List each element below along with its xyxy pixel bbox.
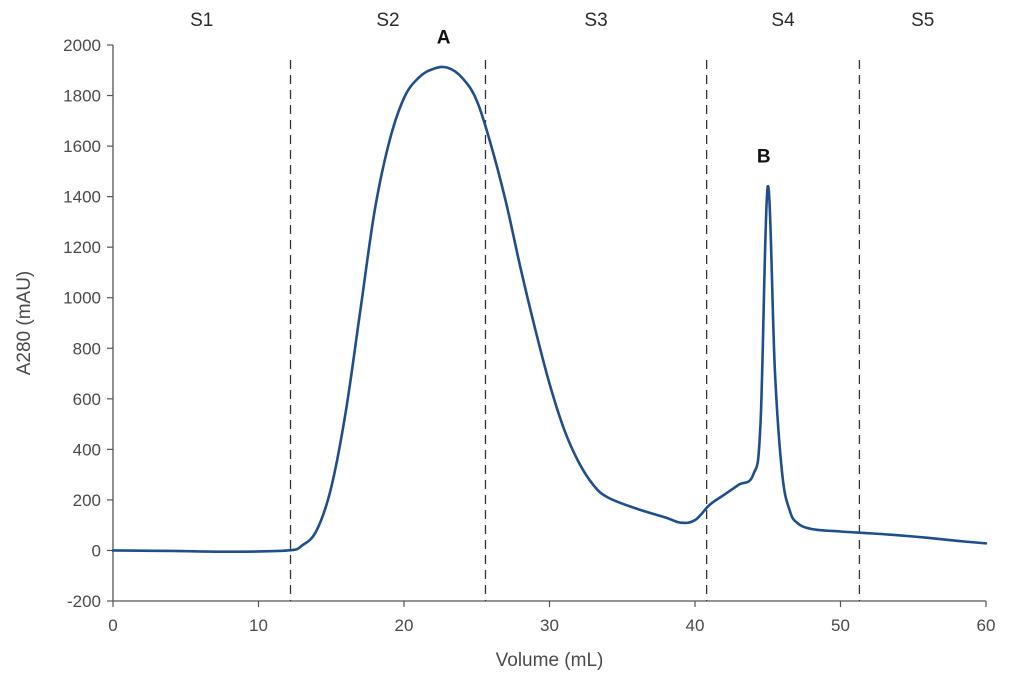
x-tick-label: 50 (831, 616, 850, 635)
x-tick-label: 0 (108, 616, 117, 635)
y-tick-label: 1800 (63, 87, 101, 106)
y-tick-label: 2000 (63, 36, 101, 55)
region-label: S1 (190, 10, 213, 31)
y-tick-label: 800 (73, 339, 101, 358)
x-tick-label: 20 (395, 616, 414, 635)
y-tick-label: 200 (73, 491, 101, 510)
y-tick-label: 1600 (63, 137, 101, 156)
region-label: S4 (771, 10, 795, 31)
peak-label: A (437, 28, 451, 49)
region-label: S3 (584, 10, 607, 31)
chart-labels: AB (437, 28, 771, 168)
x-tick-label: 40 (686, 616, 705, 635)
x-tick-label: 30 (540, 616, 559, 635)
y-tick-label: 1400 (63, 188, 101, 207)
region-label: S2 (376, 10, 399, 31)
y-tick-label: 400 (73, 440, 101, 459)
y-tick-label: 0 (92, 541, 101, 560)
region-dividers: S1 S2 S3 S4 S5 (190, 10, 934, 601)
y-tick-label: -200 (67, 592, 101, 611)
peak-label: B (757, 147, 771, 168)
y-axis-title: A280 (mAU) (14, 271, 35, 376)
x-tick-label: 60 (977, 616, 996, 635)
y-tick-label: 1000 (63, 289, 101, 308)
y-tick-label: 1200 (63, 238, 101, 257)
region-label: S5 (911, 10, 934, 31)
y-tick-label: 600 (73, 390, 101, 409)
absorbance-series-line (111, 65, 988, 554)
x-tick-label: 10 (249, 616, 268, 635)
axes: -200020040060080010001200140016001800200… (63, 36, 995, 635)
x-axis-title: Volume (mL) (496, 650, 604, 671)
series-layer (111, 65, 988, 554)
